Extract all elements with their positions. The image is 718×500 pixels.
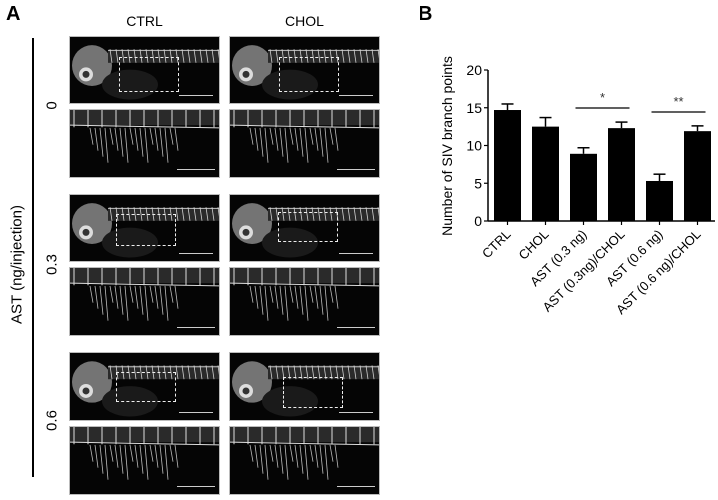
y-tick-label: 10: [466, 138, 482, 154]
y-tick-label: 15: [466, 100, 482, 116]
y-tick-label: 5: [474, 175, 482, 191]
micrograph-zoom-chol-dose-0: [229, 109, 380, 178]
x-tick-label: CHOL: [515, 227, 551, 263]
micrograph-whole-chol-dose-0.6: [229, 352, 380, 421]
y-tick-label: 0: [474, 213, 482, 229]
panel-b-letter: B: [420, 3, 432, 25]
micrograph-whole-chol-dose-0.3: [229, 194, 380, 262]
significance-marker: **: [673, 94, 683, 109]
micrograph-zoom-ctrl-dose-0.3: [69, 267, 220, 336]
micrograph-zoom-ctrl-dose-0: [69, 109, 220, 178]
column-title-chol: CHOL: [285, 13, 324, 29]
micrograph-whole-ctrl-dose-0: [69, 36, 220, 104]
bar-ast-0-3-ng-: [570, 153, 597, 221]
roi-dashed-box-ctrl-dose-0.6: [116, 372, 176, 402]
y-tick-label: 20: [466, 62, 482, 78]
dose-axis-label: AST (ng/injection): [8, 205, 26, 324]
significance-marker: *: [600, 90, 605, 105]
roi-dashed-box-ctrl-dose-0.3: [116, 214, 176, 246]
dose-label-0.6: 0.6: [43, 410, 61, 431]
roi-dashed-box-chol-dose-0.3: [278, 212, 338, 242]
roi-dashed-box-chol-dose-0.6: [283, 377, 343, 408]
y-axis-label: Number of SIV branch points: [439, 56, 455, 236]
x-tick-label: CTRL: [479, 227, 514, 262]
micrograph-zoom-chol-dose-0.3: [229, 267, 380, 336]
column-title-ctrl: CTRL: [126, 13, 163, 29]
dose-label-0: 0: [43, 101, 61, 110]
bar-ctrl: [494, 110, 521, 221]
roi-dashed-box-ctrl-dose-0: [119, 57, 179, 92]
dose-label-0.3: 0.3: [43, 254, 61, 275]
micrograph-whole-ctrl-dose-0.3: [69, 194, 220, 262]
bar-ast-0-6-ng-: [646, 180, 673, 221]
dose-axis-line: [32, 38, 34, 477]
roi-dashed-box-chol-dose-0: [279, 57, 339, 92]
micrograph-whole-chol-dose-0: [229, 36, 380, 104]
micrograph-zoom-chol-dose-0.6: [229, 426, 380, 495]
bar-chart: B Number of SIV branch points 0 5 10 15 20 CTRL…: [420, 3, 715, 317]
panel-a-letter: A: [6, 3, 21, 25]
micrograph-zoom-ctrl-dose-0.6: [69, 426, 220, 495]
bar-chol: [532, 126, 559, 221]
bar-ast-0-3ng-chol: [608, 128, 635, 221]
bar-ast-0-6-ng-chol: [684, 131, 711, 221]
